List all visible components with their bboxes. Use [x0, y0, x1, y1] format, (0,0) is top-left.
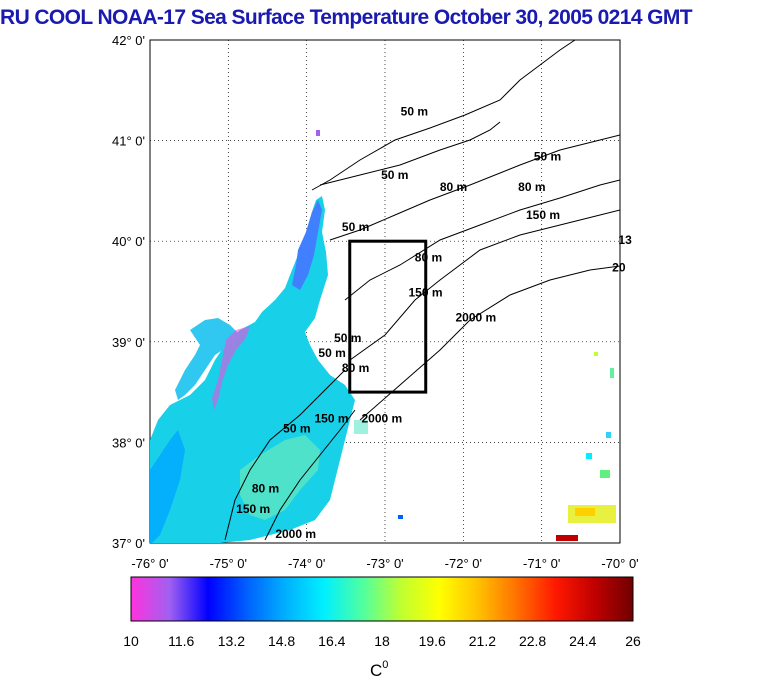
- contour-label: 80 m: [440, 180, 467, 194]
- contour-label: 50 m: [534, 150, 561, 164]
- contour-80m: [344, 179, 620, 301]
- colorbar-tick-label: 10: [123, 633, 139, 649]
- colorbar-tick-label: 11.6: [168, 633, 194, 649]
- contour-label: 80 m: [252, 482, 279, 496]
- contour-label: 50 m: [401, 104, 428, 118]
- study-area-box: [348, 239, 428, 394]
- sst-bay-water: [175, 318, 240, 400]
- warm-eddy-core: [575, 508, 595, 516]
- contour-label: 50 m: [318, 346, 345, 360]
- small-patch-2: [606, 432, 611, 438]
- contour-label: 80 m: [518, 180, 545, 194]
- lat-tick-label: 38° 0': [112, 435, 145, 450]
- lat-tick-label: 41° 0': [112, 134, 145, 149]
- contour-label: 20: [612, 260, 626, 274]
- small-patch-7: [398, 515, 403, 519]
- contour-2000m: [359, 265, 620, 421]
- small-patch-3: [594, 352, 598, 356]
- colorbar-tick-label: 22.8: [519, 633, 546, 649]
- small-patch-1: [600, 470, 610, 478]
- contour-label: 150 m: [409, 286, 443, 300]
- colorbar: [130, 576, 634, 622]
- contour-150m: [349, 209, 620, 361]
- contour-label: 50 m: [381, 168, 408, 182]
- lon-tick-label: -74° 0': [288, 556, 325, 571]
- contour-southern-shelf: [224, 369, 346, 541]
- colorbar-tick-label: 26: [625, 633, 641, 649]
- contour-label: 80 m: [415, 250, 442, 264]
- sst-bay-margin: [212, 326, 250, 410]
- contour-label: 150 m: [236, 502, 270, 516]
- sst-warm-patch: [240, 435, 320, 520]
- long-island-coast: [319, 121, 501, 186]
- small-patch-4: [610, 368, 614, 378]
- lat-tick-label: 40° 0': [112, 234, 145, 249]
- sst-field: [150, 130, 616, 543]
- contour-label: 150 m: [315, 411, 349, 425]
- contour-southern-slope: [264, 409, 356, 541]
- contour-label: 50 m: [342, 220, 369, 234]
- longitude-tick-labels: -76° 0' -75° 0' -74° 0' -73° 0' -72° 0' -71° …: [131, 556, 638, 571]
- lon-tick-label: -76° 0': [131, 556, 168, 571]
- contour-50m-north: [329, 134, 620, 241]
- sst-inshore-strip: [292, 200, 322, 290]
- contour-label: 2000 m: [275, 527, 316, 541]
- sst-cool-coast: [150, 430, 185, 543]
- latitude-tick-labels: 42° 0' 41° 0' 40° 0' 39° 0' 38° 0' 37° 0': [112, 33, 145, 551]
- contour-label: 2000 m: [362, 411, 403, 425]
- colorbar-tick-labels: 10 11.6 13.2 14.8 16.4 18 19.6 21.2 22.8 24.4 26: [123, 633, 641, 649]
- small-patch-5: [586, 453, 592, 459]
- map-title: RU COOL NOAA-17 Sea Surface Temperature …: [0, 6, 693, 29]
- contour-label: 150 m: [526, 208, 560, 222]
- colorbar-tick-label: 19.6: [419, 633, 446, 649]
- colorbar-tick-label: 16.4: [318, 633, 345, 649]
- colorbar-tick-label: 14.8: [268, 633, 295, 649]
- gulf-stream-patch: [556, 535, 578, 541]
- lon-tick-label: -73° 0': [366, 556, 403, 571]
- colorbar-tick-label: 13.2: [218, 633, 245, 649]
- colorbar-unit: C0: [370, 659, 388, 680]
- coastline: [311, 40, 576, 191]
- lon-tick-label: -72° 0': [445, 556, 482, 571]
- colorbar-tick-label: 24.4: [569, 633, 596, 649]
- lat-tick-label: 39° 0': [112, 335, 145, 350]
- lon-tick-label: -75° 0': [210, 556, 247, 571]
- contour-label: 50 m: [334, 331, 361, 345]
- bathymetry-contours: [224, 40, 620, 541]
- colorbar-tick-label: 21.2: [469, 633, 496, 649]
- lat-tick-label: 37° 0': [112, 536, 145, 551]
- lon-tick-label: -70° 0': [601, 556, 638, 571]
- colorbar-tick-label: 18: [374, 633, 390, 649]
- lat-tick-label: 42° 0': [112, 33, 145, 48]
- contour-label: 50 m: [283, 421, 310, 435]
- lon-tick-label: -71° 0': [523, 556, 560, 571]
- contour-label: 13: [618, 233, 632, 247]
- contour-label: 80 m: [342, 361, 369, 375]
- small-patch-8: [316, 130, 320, 136]
- contour-label: 2000 m: [456, 311, 497, 325]
- small-patch-6: [354, 420, 368, 434]
